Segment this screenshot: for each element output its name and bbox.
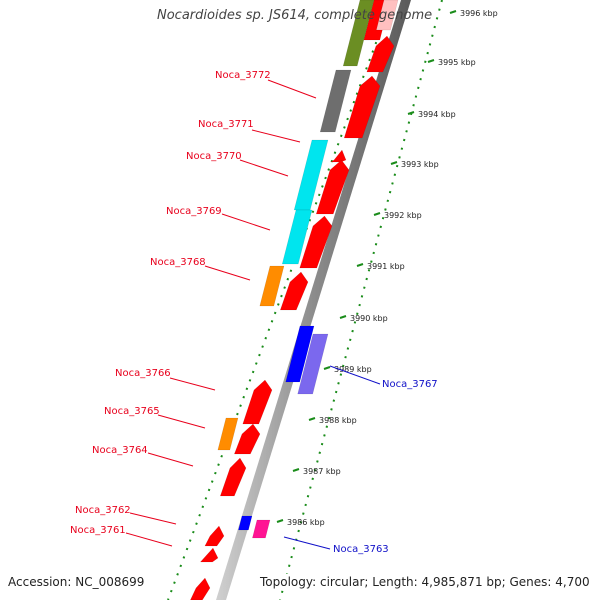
- track-outer-dots: [167, 0, 393, 600]
- dotted-track-lines: [167, 0, 443, 600]
- scale-tick-mark: [339, 315, 347, 319]
- label-leader-line: [129, 512, 177, 525]
- cds-3770-small: [330, 149, 347, 163]
- cds-3761: [199, 547, 219, 563]
- gene-labels: Noca_3772 Noca_3771 Noca_3770 Noca_3769 Noca…: [70, 70, 438, 555]
- scale-tick-mark: [449, 10, 457, 14]
- scale-tick-label: 3989 kbp: [334, 365, 372, 374]
- cds-3764: [219, 457, 247, 497]
- cog-magenta-block: [252, 519, 271, 539]
- scale-tick-label: 3991 kbp: [367, 262, 405, 271]
- scale-tick-mark: [390, 161, 398, 165]
- scale-ticks: 3996 kbp 3995 kbp 3994 kbp 3993 kbp 3992 kbp…: [276, 9, 498, 527]
- cog-lavender-block: [297, 333, 329, 395]
- cog-orange-block-2: [217, 417, 239, 451]
- label-leader-line: [125, 532, 173, 547]
- gene-label-noca-3772: Noca_3772: [215, 70, 271, 81]
- scale-tick-label: 3996 kbp: [460, 9, 498, 18]
- gene-label-noca-3764: Noca_3764: [92, 445, 148, 456]
- scale-tick-mark: [407, 111, 415, 115]
- cog-orange-block-1: [259, 265, 285, 307]
- cds-reverse-bottom: [190, 577, 211, 600]
- backbone-line: [216, 0, 411, 600]
- accession-text: Accession: NC_008699: [6, 574, 147, 590]
- label-leader-line: [283, 536, 331, 550]
- label-leader-line: [169, 377, 216, 391]
- cds-3768: [299, 215, 333, 269]
- label-leader-line: [157, 414, 206, 429]
- gene-label-noca-3767: Noca_3767: [382, 379, 438, 390]
- gene-label-noca-3769: Noca_3769: [166, 206, 222, 217]
- cds-3762: [204, 525, 225, 547]
- label-leader-line: [204, 265, 251, 281]
- cds-3769: [315, 159, 350, 215]
- cog-teal-block-2: [281, 209, 313, 265]
- map-title: Nocardioides sp. JS614, complete genome: [157, 8, 433, 23]
- scale-tick-mark: [373, 212, 381, 216]
- scale-tick-mark: [308, 417, 316, 421]
- gene-label-noca-3771: Noca_3771: [198, 119, 254, 130]
- cog-olive-block: [342, 0, 375, 67]
- label-leader-line: [147, 452, 194, 467]
- label-leader-line: [239, 159, 289, 177]
- label-leader-line: [329, 365, 381, 385]
- cog-pink-block: [376, 0, 399, 31]
- gene-label-noca-3770: Noca_3770: [186, 151, 242, 162]
- cds-3772: [366, 35, 395, 73]
- topology-text: Topology: circular; Length: 4,985,871 bp…: [258, 574, 592, 590]
- cds-3763-forward: [238, 515, 253, 531]
- scale-tick-label: 3992 kbp: [384, 211, 422, 220]
- scale-tick-label: 3988 kbp: [319, 416, 357, 425]
- cds-3771: [343, 75, 381, 139]
- scale-tick-label: 3995 kbp: [438, 58, 476, 67]
- gene-label-noca-3765: Noca_3765: [104, 406, 160, 417]
- cds-3768b: [279, 271, 309, 311]
- scale-tick-mark: [292, 468, 300, 472]
- cds-3767-forward: [285, 325, 315, 383]
- gene-label-noca-3762: Noca_3762: [75, 505, 131, 516]
- scale-tick-mark: [427, 59, 435, 63]
- label-leader-line: [221, 213, 271, 231]
- gene-label-noca-3763: Noca_3763: [333, 544, 389, 555]
- scale-tick-label: 3987 kbp: [303, 467, 341, 476]
- label-leader-line: [267, 79, 317, 99]
- scale-tick-label: 3994 kbp: [418, 110, 456, 119]
- scale-tick-label: 3993 kbp: [401, 160, 439, 169]
- scale-tick-mark: [323, 366, 331, 370]
- cds-3766: [242, 379, 273, 425]
- cds-3765: [233, 423, 261, 455]
- scale-tick-label: 3986 kbp: [287, 518, 325, 527]
- gene-label-noca-3761: Noca_3761: [70, 525, 126, 536]
- gene-label-noca-3768: Noca_3768: [150, 257, 206, 268]
- cog-gray-block: [319, 69, 352, 133]
- scale-tick-mark: [356, 263, 364, 267]
- scale-tick-label: 3990 kbp: [350, 314, 388, 323]
- scale-tick-mark: [276, 519, 284, 523]
- label-leader-line: [251, 129, 301, 143]
- genome-backbone: [216, 0, 411, 600]
- gene-features: [190, 0, 399, 600]
- gene-label-noca-3766: Noca_3766: [115, 368, 171, 379]
